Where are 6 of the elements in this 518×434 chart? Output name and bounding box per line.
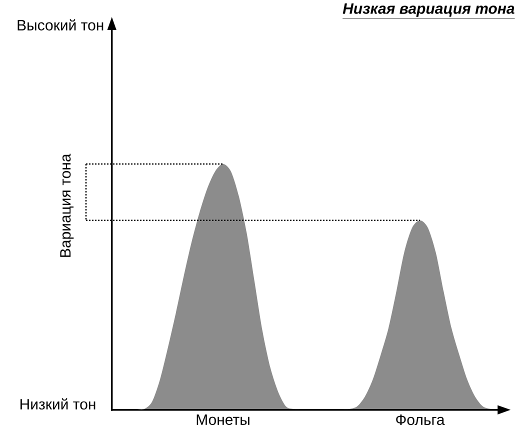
x-tick-label: Монеты: [196, 414, 250, 425]
x-tick-label: Фольга: [396, 414, 445, 426]
chart-title: Низкая вариация тона: [342, 3, 514, 17]
text: Высокий тон: [18, 19, 104, 30]
y-axis-title: Вариация тона: [60, 154, 74, 257]
text: Низкий тон: [20, 398, 96, 410]
